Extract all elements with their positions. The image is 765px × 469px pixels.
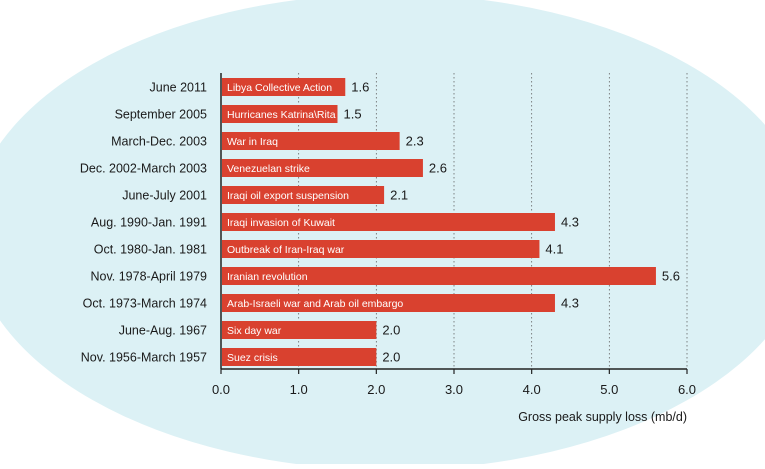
bar-value-label: 2.0 — [382, 350, 400, 365]
bar-row: June-Aug. 1967 Six day war 2.0 — [119, 321, 400, 339]
bar-event-label: Iraqi invasion of Kuwait — [227, 217, 335, 229]
x-tick-label: 1.0 — [290, 382, 308, 397]
category-date-label: Aug. 1990-Jan. 1991 — [91, 216, 207, 230]
bar-event-label: Six day war — [227, 325, 282, 337]
bar-value-label: 1.6 — [351, 80, 369, 95]
bar — [222, 105, 338, 123]
bar-value-label: 4.3 — [561, 296, 579, 311]
bar-row: Oct. 1980-Jan. 1981 Outbreak of Iran-Iraq… — [94, 240, 564, 258]
category-date-label: June-July 2001 — [122, 189, 207, 203]
category-date-label: March-Dec. 2003 — [111, 135, 207, 149]
bar-row: March-Dec. 2003 War in Iraq 2.3 — [111, 132, 424, 150]
bar-event-label: War in Iraq — [227, 136, 278, 148]
bar — [222, 213, 555, 231]
bar-row: Aug. 1990-Jan. 1991 Iraqi invasion of Kuw… — [91, 213, 579, 231]
x-tick-label: 4.0 — [523, 382, 541, 397]
bar — [222, 348, 377, 366]
bar-value-label: 1.5 — [344, 107, 362, 122]
bar-event-label: Iranian revolution — [227, 271, 308, 283]
category-date-label: Oct. 1973-March 1974 — [83, 297, 207, 311]
bar — [222, 186, 385, 204]
bar — [222, 159, 423, 177]
bar-event-label: Suez crisis — [227, 352, 278, 364]
bar — [222, 132, 400, 150]
bar-event-label: Venezuelan strike — [227, 163, 310, 175]
bar-row: June 2011 Libya Collective Action 1.6 — [150, 78, 369, 96]
bar-row: June-July 2001 Iraqi oil export suspensio… — [122, 186, 408, 204]
category-date-label: September 2005 — [115, 108, 207, 122]
bar-value-label: 2.1 — [390, 188, 408, 203]
x-axis-title: Gross peak supply loss (mb/d) — [518, 410, 687, 424]
bar-value-label: 2.3 — [406, 134, 424, 149]
bar — [222, 267, 656, 285]
bar — [222, 294, 555, 312]
bar-value-label: 2.0 — [382, 323, 400, 338]
category-date-label: Oct. 1980-Jan. 1981 — [94, 243, 207, 257]
x-tick-label: 0.0 — [212, 382, 230, 397]
category-date-label: June-Aug. 1967 — [119, 324, 207, 338]
bar — [222, 240, 540, 258]
bar — [222, 321, 377, 339]
x-tick-label: 2.0 — [367, 382, 385, 397]
bar-row: Oct. 1973-March 1974 Arab-Israeli war and… — [83, 294, 579, 312]
bar-row: Nov. 1978-April 1979 Iranian revolution 5.… — [90, 267, 680, 285]
category-date-label: Nov. 1978-April 1979 — [90, 270, 207, 284]
bar-value-label: 2.6 — [429, 161, 447, 176]
x-tick-label: 5.0 — [600, 382, 618, 397]
bar-row: Nov. 1956-March 1957 Suez crisis 2.0 — [81, 348, 400, 366]
bar-event-label: Hurricanes Katrina\Rita — [227, 109, 336, 121]
category-date-label: June 2011 — [150, 81, 208, 95]
bar — [222, 78, 346, 96]
x-axis: 0.0 1.0 2.0 3.0 4.0 5.0 6.0 — [212, 73, 696, 397]
bar-value-label: 4.1 — [545, 242, 563, 257]
bar-event-label: Arab-Israeli war and Arab oil embargo — [227, 298, 403, 310]
bar-row: Dec. 2002-March 2003 Venezuelan strike 2.6 — [80, 159, 447, 177]
bar-value-label: 5.6 — [662, 269, 680, 284]
bar-row: September 2005 Hurricanes Katrina\Rita 1.5 — [115, 105, 362, 123]
bars: June 2011 Libya Collective Action 1.6 Septe… — [80, 78, 680, 366]
category-date-label: Dec. 2002-March 2003 — [80, 162, 207, 176]
bar-event-label: Iraqi oil export suspension — [227, 190, 349, 202]
bar-event-label: Libya Collective Action — [227, 82, 332, 94]
x-tick-label: 6.0 — [678, 382, 696, 397]
x-tick-label: 3.0 — [445, 382, 463, 397]
category-date-label: Nov. 1956-March 1957 — [81, 351, 207, 365]
bar-value-label: 4.3 — [561, 215, 579, 230]
bar-event-label: Outbreak of Iran-Iraq war — [227, 244, 345, 256]
